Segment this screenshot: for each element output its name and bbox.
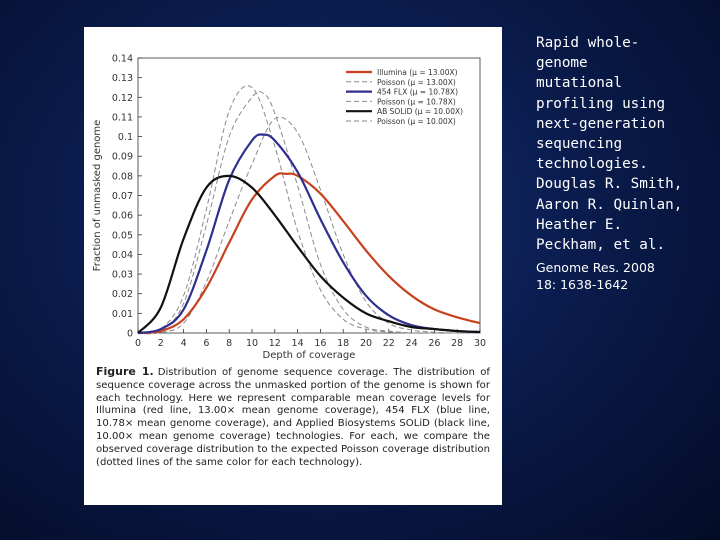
series-line-1 xyxy=(137,116,481,334)
axes: 0 0.01 0.02 0.03 0.04 0.05 0.06 0.07 0.08 0.09 0.1… xyxy=(92,54,486,362)
series-line-0 xyxy=(137,172,481,335)
y-tick-label: 0.03 xyxy=(112,270,133,281)
x-tick-label: 22 xyxy=(383,338,395,349)
reference-line: Genome Res. 2008 xyxy=(536,260,655,276)
y-tick-label: 0.13 xyxy=(112,73,133,84)
y-tick-label: 0.06 xyxy=(112,211,133,222)
title-line: Peckham, et al. xyxy=(536,237,666,254)
x-tick-label: 12 xyxy=(269,338,281,349)
x-tick-label: 16 xyxy=(314,338,326,349)
x-axis-label: Depth of coverage xyxy=(263,350,356,361)
legend-label: Poisson (μ = 10.78X) xyxy=(377,97,456,106)
x-tick-label: 18 xyxy=(337,338,349,349)
series-layer xyxy=(137,85,481,335)
title-line: Rapid whole- xyxy=(536,35,640,51)
x-tick-label: 8 xyxy=(226,338,232,349)
x-tick-label: 20 xyxy=(360,338,372,349)
legend: Illumina (μ = 13.00X)Poisson (μ = 13.00X… xyxy=(346,68,463,126)
legend-label: Poisson (μ = 13.00X) xyxy=(377,78,456,87)
y-tick-label: 0.11 xyxy=(112,112,133,123)
figure-panel: 0 0.01 0.02 0.03 0.04 0.05 0.06 0.07 0.08 0.09 0.1… xyxy=(84,27,502,505)
x-tick-label: 14 xyxy=(292,338,304,349)
y-tick-label: 0.09 xyxy=(112,152,133,163)
x-tick-label: 24 xyxy=(406,338,418,349)
y-tick-label: 0.01 xyxy=(112,309,133,320)
title-line: technologies. xyxy=(536,156,648,173)
caption-text: Distribution of genome sequence coverage… xyxy=(96,367,490,468)
legend-label: Poisson (μ = 10.00X) xyxy=(377,117,456,126)
title-line: genome xyxy=(536,55,588,72)
title-line: Aaron R. Quinlan, xyxy=(536,196,683,213)
x-tick-label: 10 xyxy=(246,338,258,349)
series-line-2 xyxy=(137,133,481,335)
legend-label: 454 FLX (μ = 10.78X) xyxy=(377,88,458,97)
x-tick-label: 26 xyxy=(428,338,440,349)
figure-caption: Figure 1. Distribution of genome sequence… xyxy=(96,365,490,469)
title-line: Heather E. xyxy=(536,216,623,233)
series-line-4 xyxy=(137,174,481,334)
title-line: sequencing xyxy=(536,136,623,153)
y-tick-label: 0.14 xyxy=(112,54,133,65)
citation-block: Rapid whole-genome mutational profiling us… xyxy=(536,33,712,293)
y-tick-label: 0.05 xyxy=(112,230,133,241)
legend-label: AB SOLiD (μ = 10.00X) xyxy=(377,107,463,116)
y-tick-label: 0.12 xyxy=(112,93,133,104)
title-line: next-generation xyxy=(536,115,666,132)
x-tick-label: 30 xyxy=(474,338,486,349)
title-line: Douglas R. Smith, xyxy=(536,176,683,193)
series-line-5 xyxy=(137,85,480,334)
coverage-chart: 0 0.01 0.02 0.03 0.04 0.05 0.06 0.07 0.08 0.09 0.1… xyxy=(92,54,486,362)
x-tick-label: 6 xyxy=(203,338,209,349)
x-tick-label: 2 xyxy=(158,338,164,349)
y-tick-label: 0.07 xyxy=(112,191,133,202)
y-tick-label: 0.02 xyxy=(112,289,133,300)
reference-line: 18: 1638-1642 xyxy=(536,277,629,293)
x-tick-label: 0 xyxy=(135,338,141,349)
journal-reference: Genome Res. 2008 18: 1638-1642 xyxy=(536,259,712,293)
title-line: profiling using xyxy=(536,95,666,112)
series-line-3 xyxy=(137,91,480,335)
legend-label: Illumina (μ = 13.00X) xyxy=(377,68,458,77)
paper-title-authors: Rapid whole-genome mutational profiling us… xyxy=(536,33,712,255)
y-tick-label: 0.04 xyxy=(112,250,133,261)
y-axis-label: Fraction of unmasked genome xyxy=(92,120,103,272)
x-tick-label: 28 xyxy=(451,338,463,349)
y-tick-label: 0 xyxy=(127,329,133,340)
y-tick-label: 0.1 xyxy=(118,132,133,143)
x-tick-label: 4 xyxy=(181,338,187,349)
caption-label: Figure 1. xyxy=(96,365,154,378)
y-tick-label: 0.08 xyxy=(112,171,133,182)
title-line: mutational xyxy=(536,75,623,92)
